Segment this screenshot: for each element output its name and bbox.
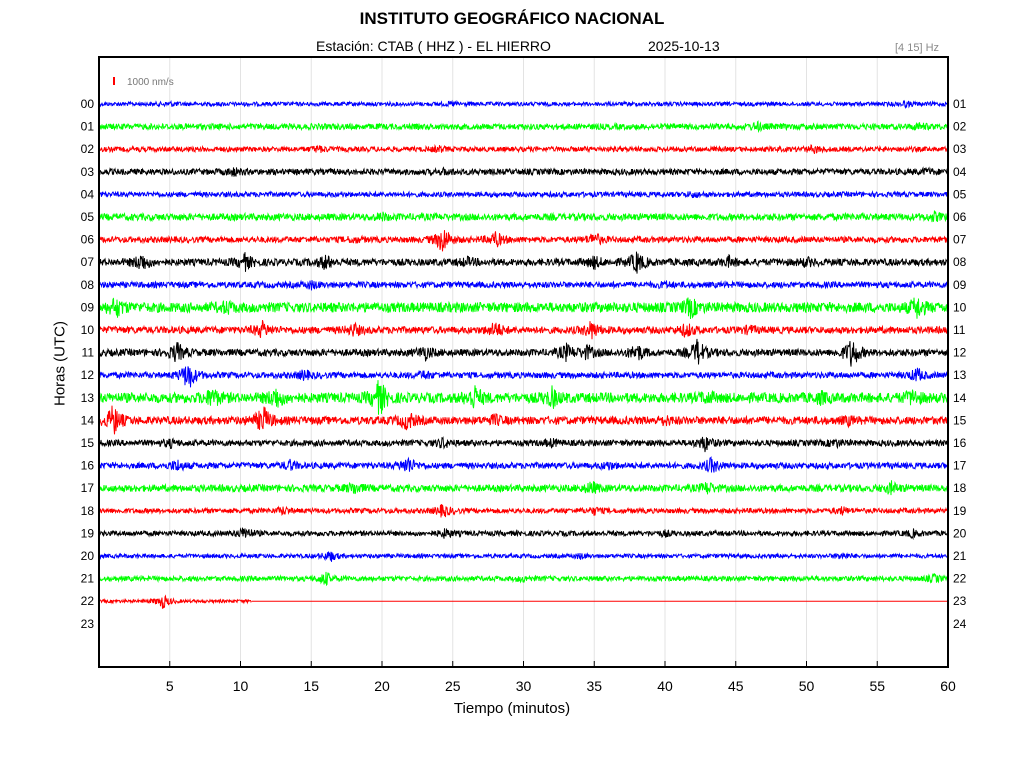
left-hour-label: 11	[82, 346, 95, 360]
trace-hour-11	[98, 338, 949, 367]
trace-hour-13	[98, 380, 949, 415]
left-hour-label: 07	[81, 255, 95, 269]
left-hour-label: 13	[81, 391, 95, 405]
right-hour-label: 16	[953, 436, 967, 450]
x-axis-label: Tiempo (minutos)	[453, 700, 571, 717]
left-hour-label: 10	[81, 323, 95, 337]
left-hour-label: 06	[81, 233, 95, 247]
right-hour-label: 07	[953, 233, 967, 247]
right-hour-label: 09	[953, 278, 967, 292]
left-hour-label: 02	[81, 142, 95, 156]
right-hour-label: 01	[953, 97, 967, 111]
right-hour-label: 04	[953, 165, 967, 179]
date-label: 2025-10-13	[648, 38, 720, 54]
left-hour-label: 21	[81, 572, 95, 586]
right-hour-label: 20	[953, 526, 967, 540]
left-hour-label: 18	[81, 504, 95, 518]
left-hour-label: 14	[81, 413, 95, 427]
trace-hour-16	[98, 456, 949, 473]
trace-hour-21	[99, 571, 949, 587]
right-hour-label: 22	[953, 572, 967, 586]
left-hour-label: 12	[81, 368, 95, 382]
trace-hour-17	[98, 480, 949, 496]
trace-hour-05	[98, 210, 949, 223]
left-hour-label: 15	[81, 436, 95, 450]
x-tick-label: 15	[303, 678, 319, 694]
x-tick-label: 55	[869, 678, 885, 694]
trace-hour-19	[98, 527, 949, 541]
station-label: Estación: CTAB ( HHZ ) - EL HIERRO	[316, 38, 551, 54]
x-tick-label: 40	[657, 678, 673, 694]
trace-hour-01	[98, 120, 949, 134]
x-tick-label: 30	[516, 678, 532, 694]
left-hour-label: 01	[81, 120, 95, 134]
trace-hour-09	[98, 297, 949, 320]
x-tick-label: 35	[586, 678, 602, 694]
chart-title: INSTITUTO GEOGRÁFICO NACIONAL	[359, 9, 665, 28]
right-hour-label: 23	[953, 594, 967, 608]
right-hour-label: 08	[953, 255, 967, 269]
filter-label: [4 15] Hz	[895, 42, 940, 54]
left-hour-label: 17	[81, 481, 95, 495]
left-hour-label: 22	[81, 594, 95, 608]
right-hour-label: 05	[953, 187, 967, 201]
right-hour-label: 24	[953, 617, 967, 631]
left-hour-label: 20	[81, 549, 95, 563]
trace-hour-07	[98, 251, 949, 274]
trace-hour-14	[98, 405, 949, 435]
trace-hour-20	[98, 551, 949, 562]
trace-hour-15	[98, 436, 949, 453]
trace-hour-08	[98, 279, 949, 291]
left-hour-label: 08	[81, 278, 95, 292]
left-hour-label: 00	[81, 97, 95, 111]
left-hour-label: 09	[81, 300, 95, 314]
x-tick-label: 10	[233, 678, 249, 694]
right-hour-label: 11	[953, 323, 966, 337]
right-hour-label: 06	[953, 210, 967, 224]
x-tick-label: 25	[445, 678, 461, 694]
right-hour-label: 15	[953, 413, 967, 427]
right-hour-label: 17	[953, 459, 967, 473]
scale-label: 1000 nm/s	[127, 77, 174, 88]
right-hour-label: 13	[953, 368, 967, 382]
right-hour-label: 02	[953, 120, 967, 134]
x-tick-label: 45	[728, 678, 744, 694]
x-tick-label: 20	[374, 678, 390, 694]
right-hour-label: 10	[953, 300, 967, 314]
left-hour-label: 03	[81, 165, 95, 179]
trace-hour-18	[98, 504, 949, 518]
right-hour-label: 21	[953, 549, 967, 563]
left-hour-label: 23	[81, 617, 95, 631]
x-tick-label: 50	[799, 678, 815, 694]
trace-hour-04	[98, 189, 949, 199]
x-tick-label: 5	[166, 678, 174, 694]
right-hour-label: 19	[953, 504, 967, 518]
right-hour-label: 14	[953, 391, 967, 405]
left-hour-label: 04	[81, 187, 95, 201]
trace-hour-00	[98, 99, 949, 110]
trace-hour-22	[98, 594, 252, 609]
left-hour-label: 05	[81, 210, 95, 224]
x-tick-label: 60	[940, 678, 956, 694]
trace-hour-10	[98, 319, 949, 340]
right-hour-label: 12	[953, 346, 967, 360]
left-hour-label: 19	[81, 526, 95, 540]
right-hour-label: 03	[953, 142, 967, 156]
right-hour-label: 18	[953, 481, 967, 495]
trace-hour-12	[98, 366, 949, 388]
trace-hour-03	[98, 166, 949, 177]
trace-hour-02	[98, 143, 949, 154]
trace-hour-06	[98, 230, 949, 252]
left-hour-label: 16	[81, 459, 95, 473]
